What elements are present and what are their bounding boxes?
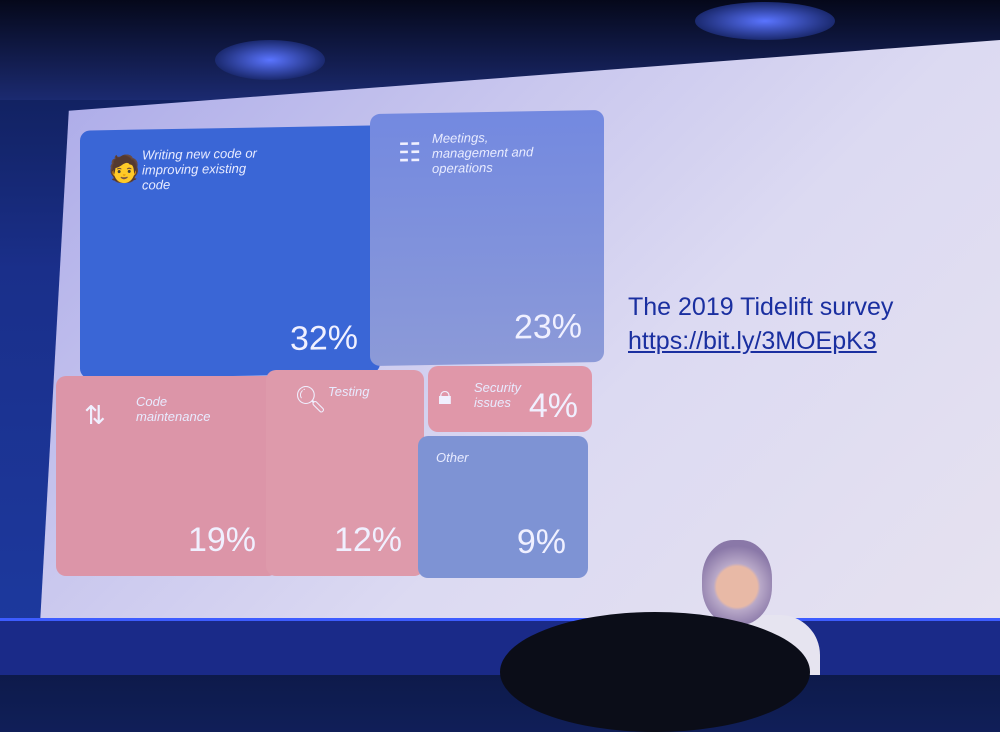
tile-code-maintenance: ⇅ Code maintenance 19%	[56, 376, 278, 576]
tile-value: 23%	[513, 307, 582, 347]
survey-link[interactable]: https://bit.ly/3MOEpK3	[628, 327, 877, 355]
tile-label: Other	[436, 450, 469, 465]
speaker	[702, 540, 772, 625]
tile-label: Code maintenance	[136, 394, 211, 424]
lock-icon: 🔒︎	[438, 380, 452, 410]
tile-value: 4%	[528, 387, 578, 425]
tile-value: 9%	[516, 523, 566, 561]
tile-meetings: ☷ Meetings, management and operations 23…	[370, 109, 604, 367]
tile-label: Testing	[328, 384, 370, 399]
meeting-icon: ☷	[398, 137, 422, 168]
slide-caption: The 2019 Tidelift survey https://bit.ly/…	[628, 290, 893, 358]
audience-head	[500, 612, 810, 732]
tile-value: 19%	[187, 521, 256, 559]
tile-label: Meetings, management and operations	[432, 129, 534, 176]
tile-value: 32%	[289, 318, 358, 358]
ceiling-light	[215, 40, 325, 80]
person-at-laptop-icon: 🧑	[108, 153, 141, 185]
survey-title: The 2019 Tidelift survey	[628, 293, 894, 321]
tile-other: Other 9%	[418, 436, 588, 578]
tile-label: Security issues	[474, 380, 521, 410]
tile-testing: 🔍︎ Testing 12%	[266, 370, 424, 576]
tile-value: 12%	[333, 521, 402, 559]
magnifier-icon: 🔍︎	[294, 384, 328, 414]
tile-label: Writing new code or improving existing c…	[142, 145, 257, 193]
ceiling-light	[695, 2, 835, 40]
tile-writing-code: 🧑 Writing new code or improving existing…	[80, 125, 380, 379]
tile-security: 🔒︎ Security issues 4%	[428, 366, 592, 432]
refresh-arrows-icon: ⇅	[84, 400, 106, 430]
